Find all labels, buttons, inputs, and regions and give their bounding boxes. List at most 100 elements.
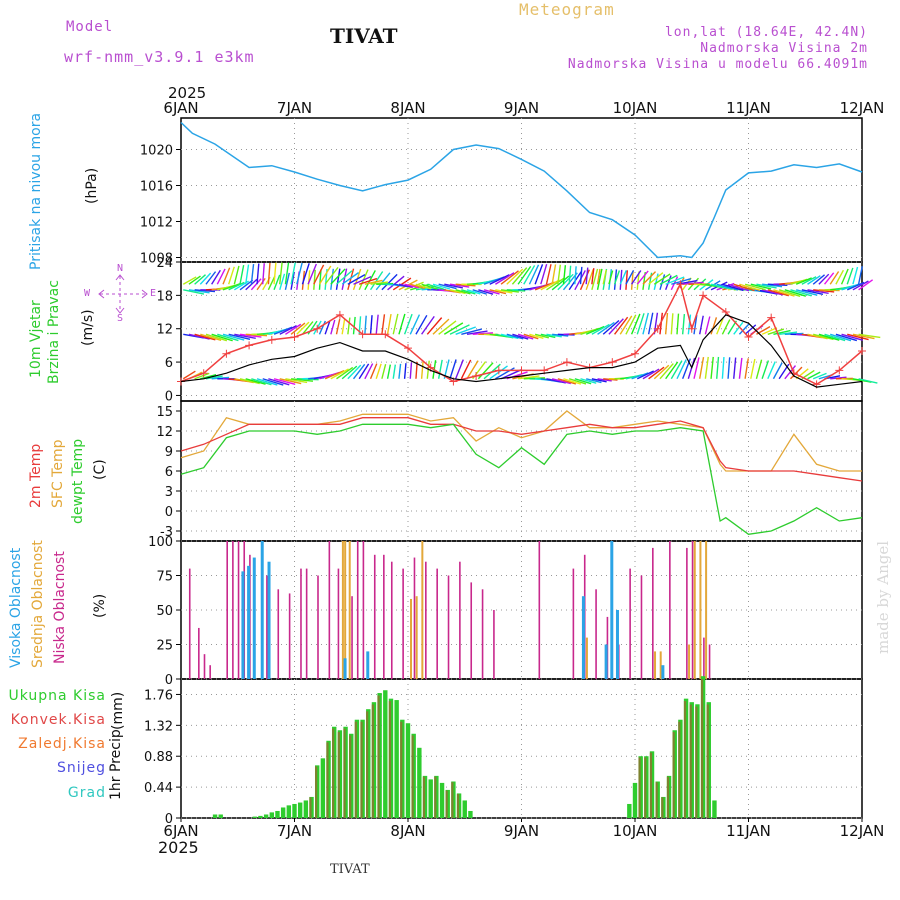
wind-gust-marker <box>494 366 503 375</box>
x-tick-label-top: 10JAN <box>613 99 658 117</box>
wind-barb <box>693 314 698 335</box>
high-cloud-bar <box>581 596 585 679</box>
x-tick-label-bottom: 9JAN <box>504 822 539 840</box>
wind-barb <box>750 358 756 379</box>
wind-barb <box>858 279 874 291</box>
convective-precip-bar <box>706 704 709 818</box>
wind-barb <box>392 364 397 379</box>
wind-barb <box>233 265 240 285</box>
wind-barb <box>347 317 351 335</box>
high-cloud-bar <box>267 561 271 679</box>
mid-cloud-bar <box>659 651 662 679</box>
wind-barb <box>642 312 649 335</box>
wind-barb <box>239 378 260 385</box>
wind-barb <box>523 265 536 285</box>
convective-precip-bar <box>672 732 675 818</box>
wind-gust-marker <box>631 349 639 358</box>
wind-barb <box>472 332 494 335</box>
x-tick-label-bottom: 8JAN <box>390 822 425 840</box>
total-precip-bar <box>252 816 257 818</box>
low-cloud-bar <box>277 589 280 679</box>
x-tick-label-bottom: 10JAN <box>613 822 658 840</box>
wind-barb <box>194 289 216 293</box>
y-tick-label: 0 <box>165 812 173 827</box>
wind-barb <box>773 289 795 297</box>
wind-barb <box>461 289 476 295</box>
low-cloud-bar <box>481 589 484 679</box>
wind-barb <box>273 326 293 335</box>
mid-cloud-bar <box>341 541 344 679</box>
y-tick-label: 1.32 <box>144 719 173 734</box>
wind-barb <box>642 271 657 285</box>
wind-barb <box>313 264 325 285</box>
mid-cloud-bar <box>688 644 691 679</box>
y-tick-label: 15 <box>156 405 173 420</box>
wind-barb <box>341 318 346 335</box>
wind-barb <box>216 268 226 285</box>
wind-barb <box>375 314 379 335</box>
wind-barb <box>693 357 700 379</box>
wind-barb <box>619 270 628 285</box>
wind-barb <box>762 283 783 288</box>
convective-precip-bar <box>638 757 641 818</box>
wind-barb <box>234 333 256 339</box>
wind-barb <box>324 266 339 285</box>
total-precip-bar <box>280 807 286 818</box>
wind-barb <box>750 283 772 290</box>
wind-barb <box>551 264 557 285</box>
convective-precip-bar <box>400 721 403 818</box>
total-precip-bar <box>269 812 274 818</box>
wind-barb <box>761 360 770 379</box>
wind-barb <box>256 378 278 386</box>
wind-barb <box>648 272 664 285</box>
wind-barb <box>733 357 737 379</box>
convective-precip-bar <box>332 728 335 818</box>
wind-barb <box>840 268 849 285</box>
wind-gust-marker <box>699 291 708 300</box>
wind-barb <box>790 289 812 297</box>
wind-barb <box>744 358 749 379</box>
wind-barb <box>545 264 552 285</box>
wind-barb <box>597 378 612 382</box>
low-cloud-bar <box>328 541 331 679</box>
wind-barb <box>608 270 614 285</box>
wind-barb <box>642 368 660 380</box>
wind-barb <box>273 378 296 385</box>
year-top: 2025 <box>168 84 207 102</box>
total-precip-bar <box>462 800 467 818</box>
wind-barb <box>296 321 310 335</box>
wind-barb <box>267 262 271 285</box>
wind-gust-marker <box>562 358 571 367</box>
wind-barb <box>511 267 528 285</box>
wind-barb <box>653 312 659 335</box>
wind-barb <box>200 373 217 380</box>
wind-barb <box>245 278 258 291</box>
x-tick-label-top: 11JAN <box>726 99 771 117</box>
wind-barb <box>318 265 332 285</box>
low-cloud-bar <box>337 568 340 679</box>
convective-precip-bar <box>695 706 698 818</box>
wind-barb <box>250 263 255 285</box>
wind-barb <box>409 314 421 335</box>
wind-barb <box>506 268 524 285</box>
y-tick-label: 6 <box>165 465 173 480</box>
wind-barb <box>523 333 539 340</box>
wind-barb <box>517 265 532 285</box>
wind-barb <box>483 289 500 295</box>
x-tick-label-top: 7JAN <box>277 99 312 117</box>
legend-total-rain: Ukupna Kisa <box>8 688 106 704</box>
y-tick-label: 0 <box>165 505 173 520</box>
high-cloud-bar <box>260 541 264 679</box>
wind-gust-marker <box>335 310 344 319</box>
y-tick-label: 6 <box>165 356 173 371</box>
wind-barb <box>426 317 443 335</box>
wind-barb <box>733 321 744 335</box>
wind-barb <box>262 378 284 386</box>
low-cloud-bar <box>373 554 376 679</box>
wind-gust-marker <box>608 358 617 367</box>
wind-barb <box>591 268 599 290</box>
wind-barb <box>801 289 824 296</box>
wind-barb <box>568 265 572 285</box>
wind-barb <box>670 360 683 380</box>
convective-precip-bar <box>689 704 692 818</box>
